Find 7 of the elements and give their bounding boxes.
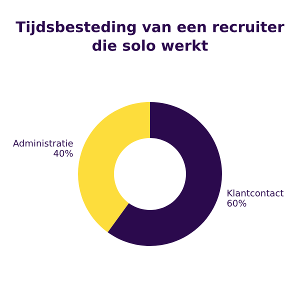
chart-title: Tijdsbesteding van een recruiter die solo werkt	[16, 21, 284, 51]
data-label: 60%	[227, 200, 246, 207]
donut-slice	[78, 102, 150, 232]
donut-slice	[108, 102, 222, 246]
data-label: 40%	[54, 150, 73, 157]
slice-label: Klantcontact	[228, 189, 284, 196]
slice-label: Administratie	[13, 140, 73, 147]
